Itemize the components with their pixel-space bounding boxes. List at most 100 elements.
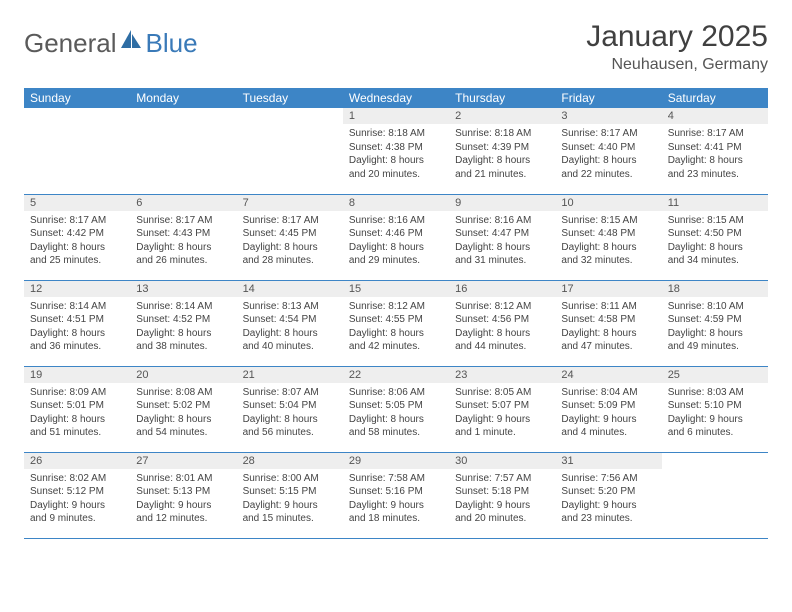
calendar-day-cell: 5Sunrise: 8:17 AMSunset: 4:42 PMDaylight… xyxy=(24,194,130,280)
day-details: Sunrise: 8:05 AMSunset: 5:07 PMDaylight:… xyxy=(449,383,555,444)
day-details: Sunrise: 8:16 AMSunset: 4:46 PMDaylight:… xyxy=(343,211,449,272)
calendar-day-cell: 18Sunrise: 8:10 AMSunset: 4:59 PMDayligh… xyxy=(662,280,768,366)
day-details: Sunrise: 8:16 AMSunset: 4:47 PMDaylight:… xyxy=(449,211,555,272)
calendar-day-cell: 8Sunrise: 8:16 AMSunset: 4:46 PMDaylight… xyxy=(343,194,449,280)
calendar-week-row: 5Sunrise: 8:17 AMSunset: 4:42 PMDaylight… xyxy=(24,194,768,280)
calendar-day-cell: 29Sunrise: 7:58 AMSunset: 5:16 PMDayligh… xyxy=(343,452,449,538)
calendar-day-cell: 21Sunrise: 8:07 AMSunset: 5:04 PMDayligh… xyxy=(237,366,343,452)
day-details: Sunrise: 8:15 AMSunset: 4:48 PMDaylight:… xyxy=(555,211,661,272)
calendar-week-row: 26Sunrise: 8:02 AMSunset: 5:12 PMDayligh… xyxy=(24,452,768,538)
day-number: 11 xyxy=(662,195,768,211)
calendar-day-cell: 23Sunrise: 8:05 AMSunset: 5:07 PMDayligh… xyxy=(449,366,555,452)
header: General Blue January 2025 Neuhausen, Ger… xyxy=(24,20,768,74)
day-details: Sunrise: 8:14 AMSunset: 4:52 PMDaylight:… xyxy=(130,297,236,358)
day-details: Sunrise: 8:15 AMSunset: 4:50 PMDaylight:… xyxy=(662,211,768,272)
logo: General Blue xyxy=(24,28,198,59)
logo-text-general: General xyxy=(24,28,117,59)
calendar-day-cell: 27Sunrise: 8:01 AMSunset: 5:13 PMDayligh… xyxy=(130,452,236,538)
calendar-day-cell: 22Sunrise: 8:06 AMSunset: 5:05 PMDayligh… xyxy=(343,366,449,452)
calendar-day-cell xyxy=(237,108,343,194)
calendar-day-cell: 24Sunrise: 8:04 AMSunset: 5:09 PMDayligh… xyxy=(555,366,661,452)
calendar-day-cell: 26Sunrise: 8:02 AMSunset: 5:12 PMDayligh… xyxy=(24,452,130,538)
calendar-day-cell: 30Sunrise: 7:57 AMSunset: 5:18 PMDayligh… xyxy=(449,452,555,538)
day-number: 25 xyxy=(662,367,768,383)
day-number: 13 xyxy=(130,281,236,297)
calendar-day-cell xyxy=(130,108,236,194)
day-number: 15 xyxy=(343,281,449,297)
day-details: Sunrise: 8:01 AMSunset: 5:13 PMDaylight:… xyxy=(130,469,236,530)
day-details: Sunrise: 7:56 AMSunset: 5:20 PMDaylight:… xyxy=(555,469,661,530)
calendar-day-cell: 15Sunrise: 8:12 AMSunset: 4:55 PMDayligh… xyxy=(343,280,449,366)
calendar-day-cell: 1Sunrise: 8:18 AMSunset: 4:38 PMDaylight… xyxy=(343,108,449,194)
calendar-day-cell: 19Sunrise: 8:09 AMSunset: 5:01 PMDayligh… xyxy=(24,366,130,452)
logo-sail-icon xyxy=(121,30,143,55)
day-number: 18 xyxy=(662,281,768,297)
weekday-header: Monday xyxy=(130,88,236,108)
calendar-day-cell: 7Sunrise: 8:17 AMSunset: 4:45 PMDaylight… xyxy=(237,194,343,280)
calendar-day-cell: 14Sunrise: 8:13 AMSunset: 4:54 PMDayligh… xyxy=(237,280,343,366)
calendar-day-cell: 11Sunrise: 8:15 AMSunset: 4:50 PMDayligh… xyxy=(662,194,768,280)
calendar-day-cell xyxy=(662,452,768,538)
calendar-day-cell: 25Sunrise: 8:03 AMSunset: 5:10 PMDayligh… xyxy=(662,366,768,452)
day-number: 31 xyxy=(555,453,661,469)
calendar-day-cell: 9Sunrise: 8:16 AMSunset: 4:47 PMDaylight… xyxy=(449,194,555,280)
day-number: 8 xyxy=(343,195,449,211)
day-details: Sunrise: 8:17 AMSunset: 4:42 PMDaylight:… xyxy=(24,211,130,272)
day-details: Sunrise: 8:13 AMSunset: 4:54 PMDaylight:… xyxy=(237,297,343,358)
weekday-header: Tuesday xyxy=(237,88,343,108)
calendar-day-cell: 6Sunrise: 8:17 AMSunset: 4:43 PMDaylight… xyxy=(130,194,236,280)
day-details: Sunrise: 8:17 AMSunset: 4:41 PMDaylight:… xyxy=(662,124,768,185)
day-details: Sunrise: 8:17 AMSunset: 4:43 PMDaylight:… xyxy=(130,211,236,272)
day-details: Sunrise: 8:04 AMSunset: 5:09 PMDaylight:… xyxy=(555,383,661,444)
day-number: 4 xyxy=(662,108,768,124)
calendar-table: Sunday Monday Tuesday Wednesday Thursday… xyxy=(24,88,768,539)
weekday-header: Wednesday xyxy=(343,88,449,108)
day-details: Sunrise: 7:58 AMSunset: 5:16 PMDaylight:… xyxy=(343,469,449,530)
day-details: Sunrise: 8:08 AMSunset: 5:02 PMDaylight:… xyxy=(130,383,236,444)
day-details: Sunrise: 8:00 AMSunset: 5:15 PMDaylight:… xyxy=(237,469,343,530)
day-number: 6 xyxy=(130,195,236,211)
day-details: Sunrise: 8:10 AMSunset: 4:59 PMDaylight:… xyxy=(662,297,768,358)
calendar-day-cell: 20Sunrise: 8:08 AMSunset: 5:02 PMDayligh… xyxy=(130,366,236,452)
day-details: Sunrise: 8:07 AMSunset: 5:04 PMDaylight:… xyxy=(237,383,343,444)
day-number: 17 xyxy=(555,281,661,297)
day-number: 20 xyxy=(130,367,236,383)
day-details: Sunrise: 8:06 AMSunset: 5:05 PMDaylight:… xyxy=(343,383,449,444)
day-details: Sunrise: 8:14 AMSunset: 4:51 PMDaylight:… xyxy=(24,297,130,358)
day-number: 12 xyxy=(24,281,130,297)
weekday-header: Sunday xyxy=(24,88,130,108)
day-details: Sunrise: 8:12 AMSunset: 4:56 PMDaylight:… xyxy=(449,297,555,358)
calendar-week-row: 19Sunrise: 8:09 AMSunset: 5:01 PMDayligh… xyxy=(24,366,768,452)
calendar-day-cell: 28Sunrise: 8:00 AMSunset: 5:15 PMDayligh… xyxy=(237,452,343,538)
calendar-day-cell: 17Sunrise: 8:11 AMSunset: 4:58 PMDayligh… xyxy=(555,280,661,366)
calendar-week-row: 12Sunrise: 8:14 AMSunset: 4:51 PMDayligh… xyxy=(24,280,768,366)
day-number: 23 xyxy=(449,367,555,383)
calendar-day-cell: 13Sunrise: 8:14 AMSunset: 4:52 PMDayligh… xyxy=(130,280,236,366)
month-title: January 2025 xyxy=(586,20,768,54)
calendar-day-cell: 3Sunrise: 8:17 AMSunset: 4:40 PMDaylight… xyxy=(555,108,661,194)
title-block: January 2025 Neuhausen, Germany xyxy=(586,20,768,74)
calendar-day-cell: 12Sunrise: 8:14 AMSunset: 4:51 PMDayligh… xyxy=(24,280,130,366)
day-number: 3 xyxy=(555,108,661,124)
day-number: 28 xyxy=(237,453,343,469)
calendar-day-cell: 16Sunrise: 8:12 AMSunset: 4:56 PMDayligh… xyxy=(449,280,555,366)
calendar-day-cell xyxy=(24,108,130,194)
day-number: 22 xyxy=(343,367,449,383)
day-details: Sunrise: 8:18 AMSunset: 4:39 PMDaylight:… xyxy=(449,124,555,185)
day-number: 14 xyxy=(237,281,343,297)
day-number: 30 xyxy=(449,453,555,469)
location: Neuhausen, Germany xyxy=(586,56,768,74)
day-number: 1 xyxy=(343,108,449,124)
day-number: 29 xyxy=(343,453,449,469)
day-details: Sunrise: 8:09 AMSunset: 5:01 PMDaylight:… xyxy=(24,383,130,444)
day-number: 24 xyxy=(555,367,661,383)
weekday-header: Friday xyxy=(555,88,661,108)
day-number: 19 xyxy=(24,367,130,383)
day-number: 27 xyxy=(130,453,236,469)
day-number: 16 xyxy=(449,281,555,297)
day-details: Sunrise: 8:03 AMSunset: 5:10 PMDaylight:… xyxy=(662,383,768,444)
day-number: 26 xyxy=(24,453,130,469)
day-number: 21 xyxy=(237,367,343,383)
day-details: Sunrise: 7:57 AMSunset: 5:18 PMDaylight:… xyxy=(449,469,555,530)
day-number: 7 xyxy=(237,195,343,211)
